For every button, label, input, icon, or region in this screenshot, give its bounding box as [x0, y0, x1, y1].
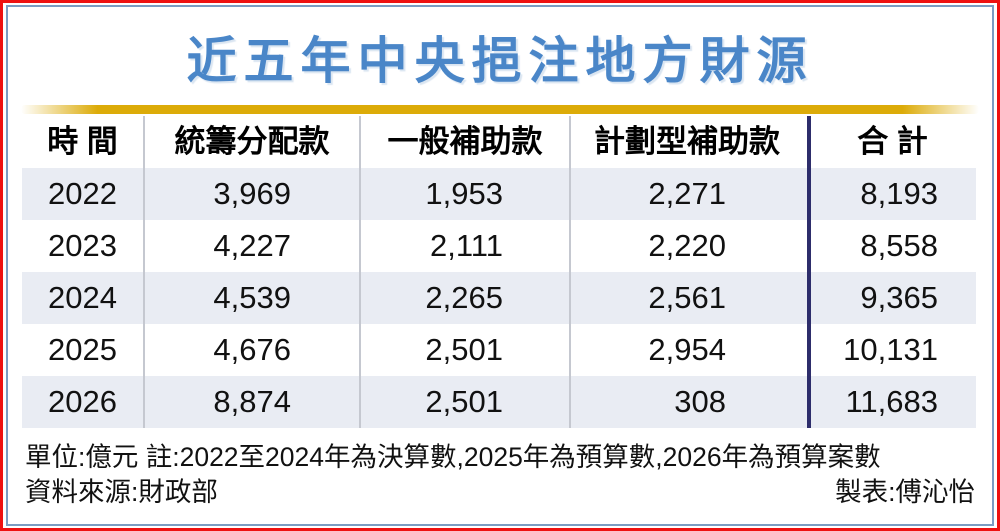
total-cell: 10,131 — [843, 332, 938, 367]
header-centrally-allocated: 統籌分配款 — [145, 116, 361, 168]
table-row: 2026 8,874 2,501 308 11,683 — [22, 376, 976, 428]
value-cell: 2,501 — [361, 324, 571, 376]
total-cell: 8,558 — [860, 228, 938, 263]
header-time: 時 間 — [22, 116, 145, 168]
value-cell: 2,111 — [361, 220, 571, 272]
value-cell: 3,969 — [145, 168, 361, 220]
year-cell: 2022 — [22, 168, 145, 220]
year-cell: 2024 — [22, 272, 145, 324]
value-cell: 4,539 — [145, 272, 361, 324]
value-cell: 4,676 — [145, 324, 361, 376]
data-table: 時 間 統籌分配款 一般補助款 計劃型補助款 合 計 2022 3,969 1,… — [22, 116, 976, 428]
credit: 製表:傅沁怡 — [835, 477, 975, 507]
gold-divider — [21, 105, 979, 114]
total-cell: 8,193 — [860, 176, 938, 211]
value-cell: 2,954 — [571, 324, 811, 376]
data-source: 資料來源:財政部 — [25, 477, 218, 507]
value-cell: 2,265 — [361, 272, 571, 324]
value-cell: 2,561 — [571, 272, 811, 324]
value-cell: 2,220 — [571, 220, 811, 272]
value-cell: 308 — [571, 376, 811, 428]
header-general-subsidy: 一般補助款 — [361, 116, 571, 168]
value-cell: 2,501 — [361, 376, 571, 428]
table-row: 2025 4,676 2,501 2,954 10,131 — [22, 324, 976, 376]
year-cell: 2025 — [22, 324, 145, 376]
header-total: 合 計 — [857, 124, 928, 159]
inner-border — [6, 5, 994, 526]
table-row: 2022 3,969 1,953 2,271 8,193 — [22, 168, 976, 220]
footer-line: 資料來源:財政部 製表:傅沁怡 — [25, 475, 975, 509]
page-title: 近五年中央挹注地方財源 — [186, 33, 814, 89]
value-cell: 4,227 — [145, 220, 361, 272]
year-cell: 2026 — [22, 376, 145, 428]
value-cell: 2,271 — [571, 168, 811, 220]
value-cell: 8,874 — [145, 376, 361, 428]
table-row: 2024 4,539 2,265 2,561 9,365 — [22, 272, 976, 324]
table-row: 2023 4,227 2,111 2,220 8,558 — [22, 220, 976, 272]
value-cell: 1,953 — [361, 168, 571, 220]
year-cell: 2023 — [22, 220, 145, 272]
total-cell: 9,365 — [860, 280, 938, 315]
unit-and-note: 單位:億元 註:2022至2024年為決算數,2025年為預算數,2026年為預… — [25, 442, 881, 472]
header-project-subsidy: 計劃型補助款 — [571, 116, 811, 168]
total-cell: 11,683 — [845, 384, 938, 419]
table-header-row: 時 間 統籌分配款 一般補助款 計劃型補助款 合 計 — [22, 116, 976, 168]
